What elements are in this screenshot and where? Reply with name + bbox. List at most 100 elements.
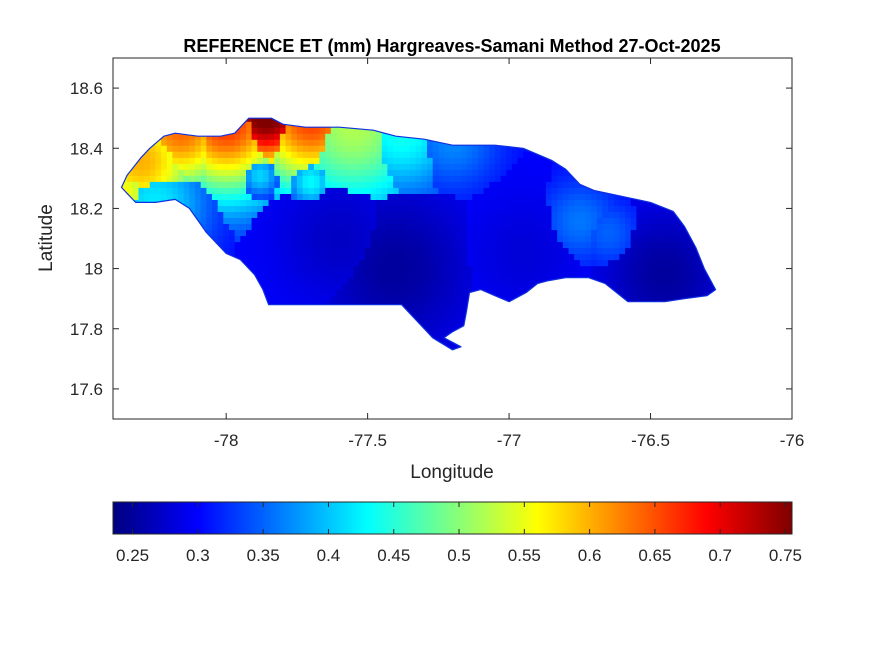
field-cell xyxy=(189,151,196,158)
field-cell xyxy=(608,247,615,255)
field-cell xyxy=(381,169,389,176)
field-cell xyxy=(212,151,219,158)
field-cell xyxy=(161,139,168,146)
field-cell xyxy=(534,187,541,194)
field-cell xyxy=(262,259,270,267)
field-cell xyxy=(268,163,275,170)
field-cell xyxy=(415,307,422,315)
field-cell xyxy=(444,163,451,170)
field-cell xyxy=(353,247,360,255)
field-cell xyxy=(359,253,366,261)
field-cell xyxy=(432,259,439,267)
field-cell xyxy=(376,271,383,279)
field-cell xyxy=(285,223,292,231)
field-cell xyxy=(217,187,224,194)
field-cell xyxy=(449,295,456,303)
field-cell xyxy=(461,223,468,231)
field-cell xyxy=(551,247,558,255)
field-cell xyxy=(676,217,683,224)
field-cell xyxy=(478,271,485,279)
field-cell xyxy=(251,151,258,158)
field-cell xyxy=(545,229,553,237)
field-cell xyxy=(500,271,507,279)
field-cell xyxy=(438,265,445,273)
field-cell xyxy=(478,265,485,273)
field-cell xyxy=(285,265,292,273)
field-cell xyxy=(319,265,326,273)
field-cell xyxy=(229,145,236,152)
field-cell xyxy=(155,151,162,158)
field-cell xyxy=(404,265,411,273)
field-cell xyxy=(195,211,202,218)
field-cell xyxy=(551,193,558,200)
field-cell xyxy=(296,157,304,164)
field-cell xyxy=(291,187,298,194)
field-cell xyxy=(347,223,355,231)
field-cell xyxy=(319,289,326,297)
field-cell xyxy=(557,205,564,212)
colorbar-tick-label: 0.75 xyxy=(769,546,802,565)
field-cell xyxy=(511,253,519,261)
field-cell xyxy=(285,145,292,152)
field-cell xyxy=(308,157,315,164)
field-cell xyxy=(359,181,366,188)
field-cell xyxy=(432,253,439,261)
field-cell xyxy=(574,271,581,279)
field-cell xyxy=(523,193,530,200)
field-cell xyxy=(308,289,315,297)
field-cell xyxy=(659,289,666,297)
field-cell xyxy=(500,211,507,218)
field-cell xyxy=(489,235,496,243)
field-cell xyxy=(596,217,604,224)
field-cell xyxy=(183,145,190,152)
field-cell xyxy=(461,205,468,212)
field-cell xyxy=(257,187,264,194)
field-cell xyxy=(500,259,507,267)
field-cell xyxy=(693,277,700,285)
field-cell xyxy=(268,217,275,224)
field-cell xyxy=(325,283,332,291)
field-cell xyxy=(534,157,541,164)
field-cell xyxy=(279,229,287,237)
field-cell xyxy=(285,175,292,182)
field-cell xyxy=(342,157,349,164)
field-cell xyxy=(296,289,304,297)
field-cell xyxy=(291,235,298,243)
field-cell xyxy=(206,139,213,146)
field-cell xyxy=(466,157,473,164)
field-cell xyxy=(642,247,649,255)
field-cell xyxy=(336,217,343,224)
field-cell xyxy=(432,265,439,273)
field-cell xyxy=(613,271,621,279)
field-cell xyxy=(483,283,490,291)
field-cell xyxy=(438,253,445,261)
field-cell xyxy=(274,295,281,303)
field-cell xyxy=(240,205,247,212)
field-cell xyxy=(161,193,168,200)
field-cell xyxy=(308,211,315,218)
field-cell xyxy=(494,145,502,152)
field-cell xyxy=(506,175,513,182)
field-cell xyxy=(240,253,247,261)
field-cell xyxy=(262,127,270,134)
field-cell xyxy=(240,235,247,243)
field-cell xyxy=(653,229,660,237)
field-cell xyxy=(217,175,224,182)
field-cell xyxy=(455,217,462,224)
field-cell xyxy=(376,259,383,267)
y-tick-label: 18 xyxy=(84,260,103,279)
field-cell xyxy=(415,169,422,176)
field-cell xyxy=(381,229,389,237)
field-cell xyxy=(330,145,338,152)
field-cell xyxy=(596,205,604,212)
field-cell xyxy=(313,199,321,206)
field-cell xyxy=(285,127,292,134)
field-cell xyxy=(540,187,547,194)
field-cell xyxy=(404,271,411,279)
field-cell xyxy=(330,139,338,146)
field-cell xyxy=(659,265,666,273)
field-cell xyxy=(200,151,207,158)
field-cell xyxy=(302,205,309,212)
field-cell xyxy=(472,247,479,255)
field-cell xyxy=(291,181,298,188)
